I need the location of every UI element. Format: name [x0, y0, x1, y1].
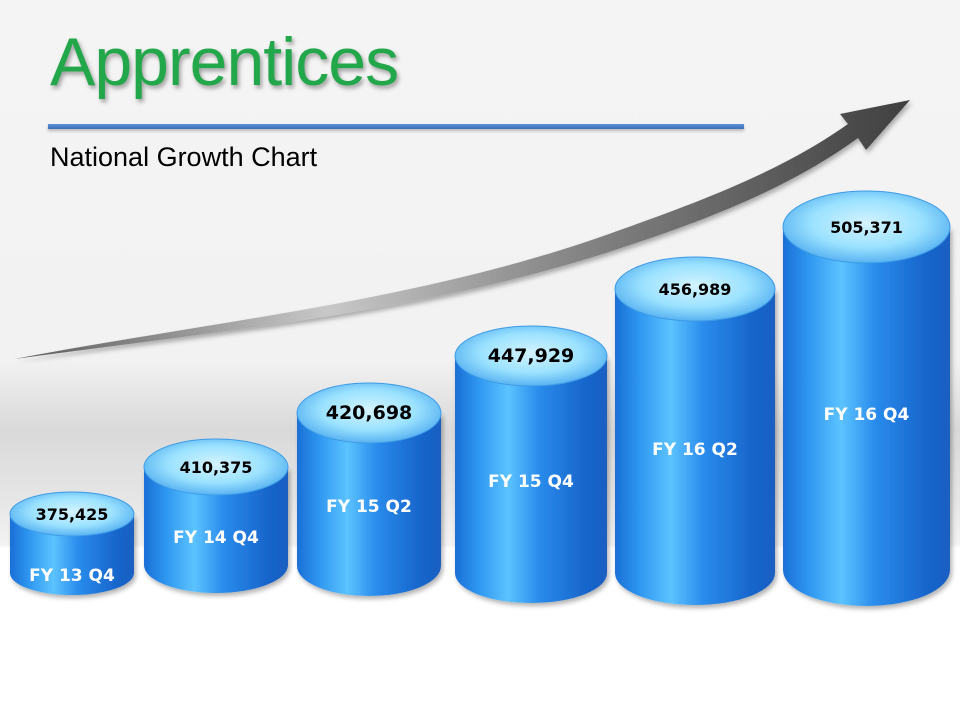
bar-body — [783, 227, 950, 606]
bar-body — [615, 289, 775, 605]
bar-body — [144, 467, 288, 593]
bar-category-label: FY 15 Q4 — [488, 472, 574, 492]
bar-value-label: 505,371 — [830, 218, 903, 237]
bar-cylinder: 410,375 FY 14 Q4 — [143, 438, 289, 593]
bar-top — [614, 256, 776, 322]
bar-category-label: FY 14 Q4 — [173, 528, 259, 548]
bar-top — [454, 325, 608, 387]
bar-category-label: FY 13 Q4 — [29, 566, 115, 586]
bar-body — [297, 413, 441, 596]
bar-category-label: FY 16 Q2 — [652, 440, 738, 460]
bar-cylinder: 420,698 FY 15 Q2 — [296, 382, 442, 596]
bar-cylinder: 456,989 FY 16 Q2 — [614, 256, 776, 605]
bar-top — [782, 190, 951, 264]
bar-top — [143, 438, 289, 496]
trend-arrow — [14, 100, 910, 359]
bar-value-label: 420,698 — [326, 402, 413, 424]
bar-cylinder: 447,929 FY 15 Q4 — [454, 325, 608, 603]
bar-value-label: 375,425 — [36, 505, 109, 524]
bar-body — [455, 356, 607, 603]
bar-value-label: 447,929 — [488, 345, 575, 367]
bar-category-label: FY 16 Q4 — [824, 405, 910, 425]
bar-cylinder: 505,371 FY 16 Q4 — [782, 190, 951, 606]
bar-top — [9, 491, 135, 537]
bar-value-label: 410,375 — [180, 458, 253, 477]
bar-top — [296, 382, 442, 444]
chart-subtitle: National Growth Chart — [50, 142, 318, 172]
title-underline — [48, 124, 744, 129]
bar-value-label: 456,989 — [659, 280, 732, 299]
bar-body — [10, 514, 134, 595]
bar-cylinder: 375,425 FY 13 Q4 — [9, 491, 135, 595]
bar-category-label: FY 15 Q2 — [326, 497, 412, 517]
page-title: Apprentices — [50, 24, 399, 100]
